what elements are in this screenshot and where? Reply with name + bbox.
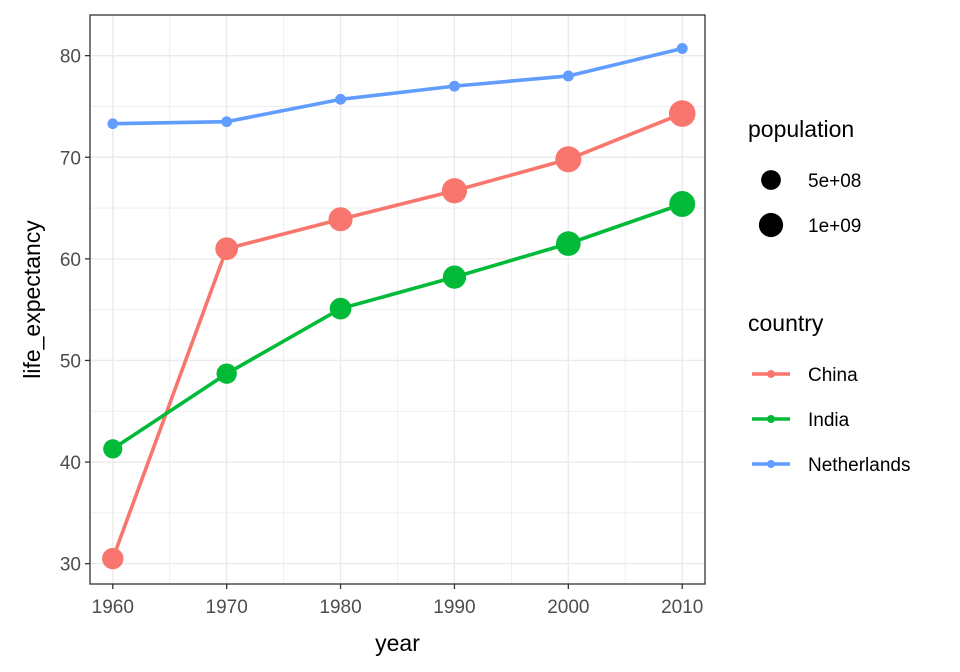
color-legend-key-point — [767, 460, 775, 468]
x-tick-label: 1960 — [92, 597, 134, 618]
data-point-netherlands — [335, 93, 346, 105]
x-tick-label: 2010 — [661, 597, 703, 618]
color-legend-title: country — [748, 310, 824, 336]
series-layer — [102, 43, 696, 570]
panel-border — [89, 14, 706, 585]
x-tick-label: 1970 — [206, 597, 248, 618]
series-line-china — [111, 111, 683, 560]
size-legend-key — [761, 170, 781, 190]
data-point-india — [103, 439, 123, 459]
data-point-netherlands — [676, 43, 688, 55]
y-tick-label: 30 — [60, 555, 81, 576]
size-legend-key — [758, 212, 784, 238]
data-point-netherlands — [562, 70, 574, 82]
series-india — [103, 191, 696, 459]
data-point-india — [216, 363, 237, 384]
series-line-netherlands — [112, 46, 683, 126]
data-point-india — [556, 231, 581, 256]
color-legend-key-point — [767, 415, 775, 423]
data-point-china — [555, 146, 582, 173]
series-line-india — [111, 202, 683, 451]
x-tick-label: 1980 — [319, 597, 361, 618]
y-tick-label: 70 — [60, 148, 81, 169]
series-netherlands — [107, 43, 688, 130]
data-point-netherlands — [221, 116, 233, 128]
data-point-netherlands — [449, 80, 460, 92]
series-china — [102, 100, 696, 570]
data-point-netherlands — [107, 118, 119, 130]
data-point-china — [102, 547, 124, 570]
data-point-india — [442, 265, 467, 289]
data-point-india — [669, 191, 696, 217]
color-legend-label: India — [808, 410, 850, 431]
y-tick-label: 80 — [60, 47, 81, 68]
data-point-china — [328, 207, 353, 232]
y-tick-label: 60 — [60, 250, 81, 271]
y-axis-title: life_expectancy — [19, 220, 45, 379]
size-legend-title: population — [748, 116, 854, 142]
data-point-china — [668, 100, 696, 127]
y-tick-label: 50 — [60, 351, 81, 372]
data-point-india — [329, 297, 352, 320]
color-legend-label: China — [808, 365, 858, 386]
x-tick-label: 1990 — [433, 597, 475, 618]
x-tick-label: 2000 — [547, 597, 589, 618]
color-legend-key-point — [767, 370, 775, 378]
y-tick-label: 40 — [60, 453, 81, 474]
data-point-china — [215, 237, 239, 261]
x-axis-title: year — [375, 630, 420, 656]
legend: population country 5e+08 1e+09 China India N… — [748, 116, 910, 476]
data-point-china — [441, 178, 468, 204]
color-legend-label: Netherlands — [808, 455, 910, 476]
size-legend-label: 1e+09 — [808, 216, 861, 237]
axes: 1960 1970 1980 1990 2000 2010 30 40 50 60 70 80 — [60, 47, 704, 618]
size-legend-label: 5e+08 — [808, 171, 861, 192]
